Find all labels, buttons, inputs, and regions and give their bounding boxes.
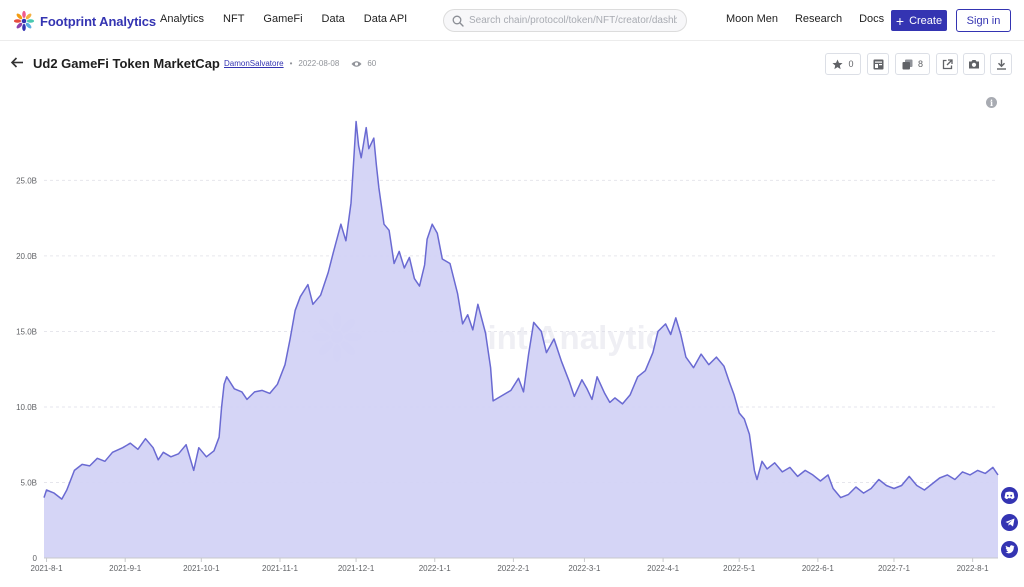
footprint-logo-icon [13, 10, 35, 32]
nav-nft[interactable]: NFT [223, 13, 245, 25]
nav-docs[interactable]: Docs [859, 13, 885, 25]
publish-date: 2022-08-08 [298, 59, 340, 68]
y-tick-label: 15.0B [16, 327, 37, 336]
create-button-label: Create [909, 14, 943, 27]
discord-icon [1004, 491, 1015, 500]
x-tick-label: 2022-4-1 [647, 564, 680, 573]
social-links [1001, 487, 1021, 568]
x-tick-label: 2021-10-1 [183, 564, 220, 573]
camera-icon [969, 60, 979, 69]
nav-research[interactable]: Research [794, 13, 843, 25]
top-nav: Footprint Analytics Analytics NFT GameFi… [0, 0, 1024, 41]
secondary-nav: Moon Men Research Docs [726, 13, 901, 25]
telegram-link[interactable] [1001, 514, 1018, 531]
chart-axes: 0 5.0B 10.0B 15.0B 20.0B 25.0B 2021-8-1 2021-9-… [16, 176, 998, 573]
sign-in-button[interactable]: Sign in [956, 9, 1011, 32]
external-link-icon [942, 58, 953, 69]
share-button[interactable] [936, 53, 958, 75]
x-tick-label: 2022-5-1 [723, 564, 756, 573]
view-count-value: 60 [367, 59, 377, 68]
search-input[interactable] [469, 15, 677, 26]
favorite-count: 0 [848, 59, 854, 69]
x-tick-label: 2021-12-1 [338, 564, 375, 573]
add-to-dashboard-button[interactable] [867, 53, 889, 75]
x-tick-label: 2022-1-1 [419, 564, 452, 573]
info-icon[interactable]: i [986, 97, 997, 108]
y-tick-label: 10.0B [16, 403, 37, 412]
meta-separator: • [289, 59, 293, 68]
brand-logo[interactable]: Footprint Analytics [13, 10, 156, 32]
copy-count: 8 [917, 59, 923, 69]
back-arrow-icon[interactable] [10, 55, 25, 70]
nav-data-api[interactable]: Data API [363, 13, 408, 25]
eye-icon [351, 60, 362, 67]
favorite-button[interactable]: 0 [825, 53, 861, 75]
plus-icon: + [895, 12, 905, 29]
x-tick-label: 2022-6-1 [802, 564, 835, 573]
y-tick-label: 20.0B [16, 252, 37, 261]
nav-gamefi[interactable]: GameFi [263, 13, 303, 25]
copy-icon [902, 59, 913, 69]
x-tick-label: 2022-2-1 [497, 564, 530, 573]
x-tick-label: 2021-11-1 [262, 564, 298, 573]
author-link[interactable]: DamonSalvatore [224, 59, 284, 68]
marketcap-area [44, 121, 998, 558]
telegram-icon [1005, 518, 1014, 527]
search-icon [452, 15, 464, 27]
nav-data[interactable]: Data [321, 13, 345, 25]
y-tick-label: 5.0B [21, 478, 37, 487]
y-tick-label: 0 [33, 554, 38, 563]
x-tick-label: 2021-9-1 [109, 564, 142, 573]
x-tick-label: 2021-8-1 [31, 564, 64, 573]
twitter-icon [1004, 545, 1014, 554]
dashboard-icon [873, 59, 883, 69]
screenshot-button[interactable] [963, 53, 985, 75]
nav-moon-men[interactable]: Moon Men [726, 13, 778, 25]
download-button[interactable] [990, 53, 1012, 75]
marketcap-area-chart: Footprint Analytics 05.0B10.0B15.0B20.0B… [16, 120, 999, 573]
chart-series [43, 120, 999, 558]
brand-name: Footprint Analytics [40, 13, 157, 29]
chart-header: Ud2 GameFi Token MarketCap DamonSalvator… [0, 52, 1024, 76]
view-count: 60 [351, 59, 376, 68]
discord-link[interactable] [1001, 487, 1018, 504]
search-box [443, 9, 687, 32]
x-tick-label: 2022-8-1 [957, 564, 990, 573]
main-nav: Analytics NFT GameFi Data Data API [160, 13, 426, 25]
x-tick-label: 2022-3-1 [568, 564, 601, 573]
nav-analytics[interactable]: Analytics [160, 13, 205, 25]
star-icon [832, 59, 844, 69]
twitter-link[interactable] [1001, 541, 1018, 558]
duplicate-button[interactable]: 8 [895, 53, 930, 75]
chart-meta: DamonSalvatore • 2022-08-08 60 [224, 59, 376, 68]
download-icon [996, 59, 1006, 70]
marketcap-line[interactable] [43, 120, 999, 500]
create-button[interactable]: + Create [891, 10, 947, 31]
page-title: Ud2 GameFi Token MarketCap [33, 56, 220, 71]
x-tick-label: 2022-7-1 [878, 564, 911, 573]
y-tick-label: 25.0B [16, 176, 37, 185]
